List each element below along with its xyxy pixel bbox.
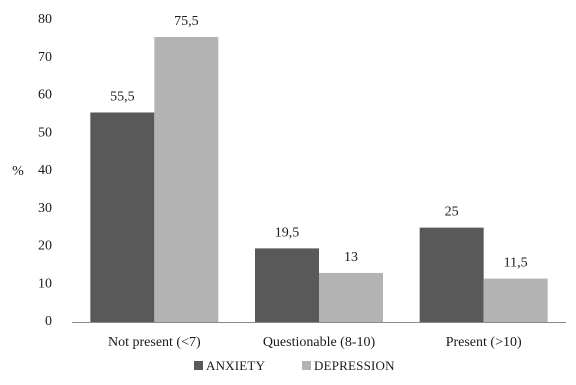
y-tick-label: 80 xyxy=(38,12,52,27)
y-tick-label: 50 xyxy=(38,125,52,140)
data-label: 13 xyxy=(344,250,358,265)
x-tick-label: Not present (<7) xyxy=(108,335,201,350)
x-tick-label: Present (>10) xyxy=(446,335,522,350)
legend-label: DEPRESSION xyxy=(314,358,395,373)
bars xyxy=(90,36,548,323)
bar-anxiety xyxy=(419,227,484,322)
y-tick-label: 10 xyxy=(38,276,52,291)
y-tick-label: 40 xyxy=(38,163,52,178)
legend-label: ANXIETY xyxy=(206,358,266,373)
y-tick-label: 70 xyxy=(38,50,52,65)
y-tick-label: 20 xyxy=(38,239,52,254)
y-tick-label: 0 xyxy=(45,314,52,329)
bar-depression xyxy=(319,272,383,322)
y-axis: 0 10 20 30 40 50 60 70 80 xyxy=(38,12,52,329)
legend-swatch-anxiety xyxy=(194,361,203,370)
y-tick-label: 60 xyxy=(38,88,52,103)
data-label: 75,5 xyxy=(174,14,199,29)
y-tick-label: 30 xyxy=(38,201,52,216)
data-label: 25 xyxy=(445,205,459,220)
x-axis: Not present (<7) Questionable (8-10) Prese… xyxy=(108,335,522,350)
legend-swatch-depression xyxy=(302,361,311,370)
bar-anxiety xyxy=(90,112,155,322)
bar-anxiety xyxy=(255,248,319,322)
data-label: 19,5 xyxy=(275,225,300,240)
bar-depression xyxy=(154,36,219,323)
legend: ANXIETY DEPRESSION xyxy=(194,358,395,373)
data-labels: 55,5 75,5 19,5 13 25 11,5 xyxy=(110,14,528,271)
x-tick-label: Questionable (8-10) xyxy=(263,335,376,350)
data-label: 55,5 xyxy=(110,89,135,104)
data-label: 11,5 xyxy=(504,256,528,271)
bar-depression xyxy=(483,278,548,322)
y-axis-title: % xyxy=(12,164,24,179)
